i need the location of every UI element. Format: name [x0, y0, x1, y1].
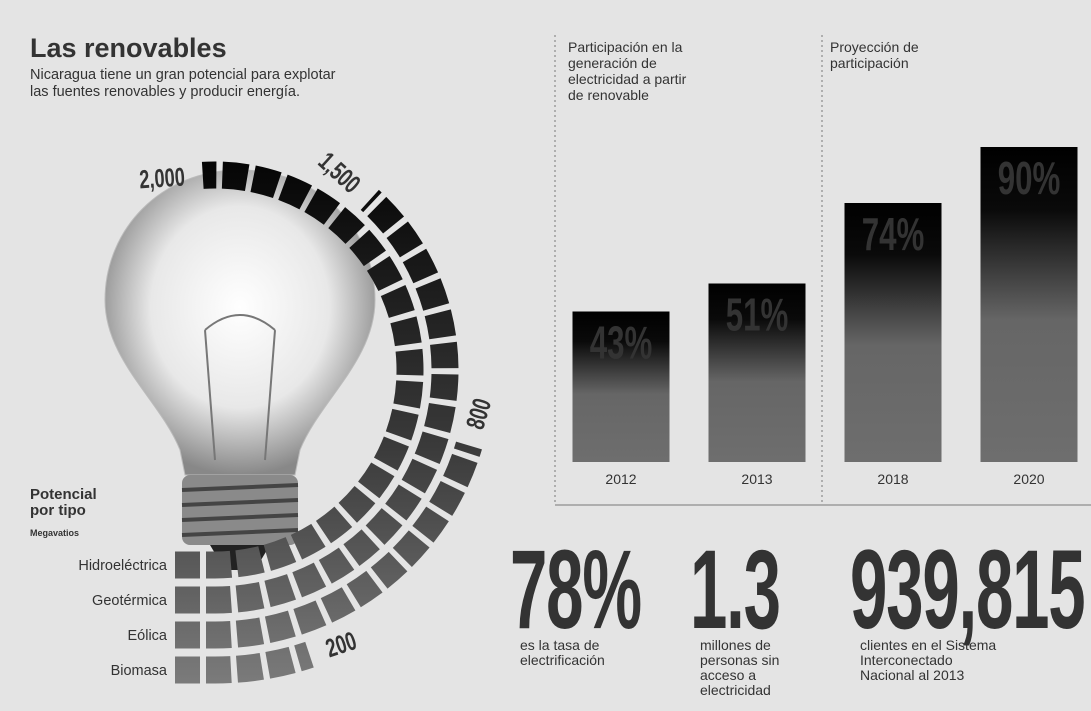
- subtitle-line: Nicaragua tiene un gran potencial para e…: [30, 67, 336, 83]
- section-title: Proyección de: [830, 39, 919, 55]
- ring-bar: [175, 655, 309, 670]
- legend-title: por tipo: [30, 502, 86, 519]
- legend-title: Potencial: [30, 486, 97, 503]
- x-tick-label: 2012: [605, 471, 636, 487]
- x-tick-label: 2013: [741, 471, 772, 487]
- stat-text: Interconectado: [860, 652, 953, 668]
- stat-text: electrificación: [520, 652, 605, 668]
- infographic: Las renovables Nicaragua tiene un gran p…: [0, 0, 1091, 711]
- value-label: 2,000: [138, 162, 185, 194]
- stat-text: electricidad: [700, 682, 771, 698]
- stat-text: es la tasa de: [520, 637, 600, 653]
- stat-value: 78%: [510, 526, 641, 652]
- stat-text: clientes en el Sistema: [860, 637, 996, 653]
- title: Las renovables: [30, 33, 227, 63]
- category-label: Eólica: [128, 628, 168, 644]
- x-tick-label: 2018: [877, 471, 908, 487]
- value-label: 90%: [998, 153, 1061, 204]
- stat-text: Nacional al 2013: [860, 667, 965, 683]
- category-label: Biomasa: [111, 663, 168, 679]
- section-title: generación de: [568, 55, 657, 71]
- stat-text: acceso a: [700, 667, 756, 683]
- stat-text: personas sin: [700, 652, 779, 668]
- category-label: Hidroeléctrica: [78, 558, 168, 574]
- section-title: de renovable: [568, 87, 649, 103]
- legend-subtitle: Megavatios: [30, 528, 79, 538]
- category-label: Geotérmica: [92, 593, 168, 609]
- stat-value: 939,815: [850, 526, 1084, 652]
- value-label: 43%: [590, 318, 653, 369]
- stat-value: 1.3: [690, 526, 780, 652]
- stat-text: millones de: [700, 637, 771, 653]
- value-label: 51%: [726, 290, 789, 341]
- x-tick-label: 2020: [1013, 471, 1044, 487]
- value-label: 74%: [862, 209, 925, 260]
- section-title: electricidad a partir: [568, 71, 687, 87]
- section-title: Participación en la: [568, 39, 683, 55]
- section-title: participación: [830, 55, 909, 71]
- subtitle-line: las fuentes renovables y producir energí…: [30, 84, 300, 100]
